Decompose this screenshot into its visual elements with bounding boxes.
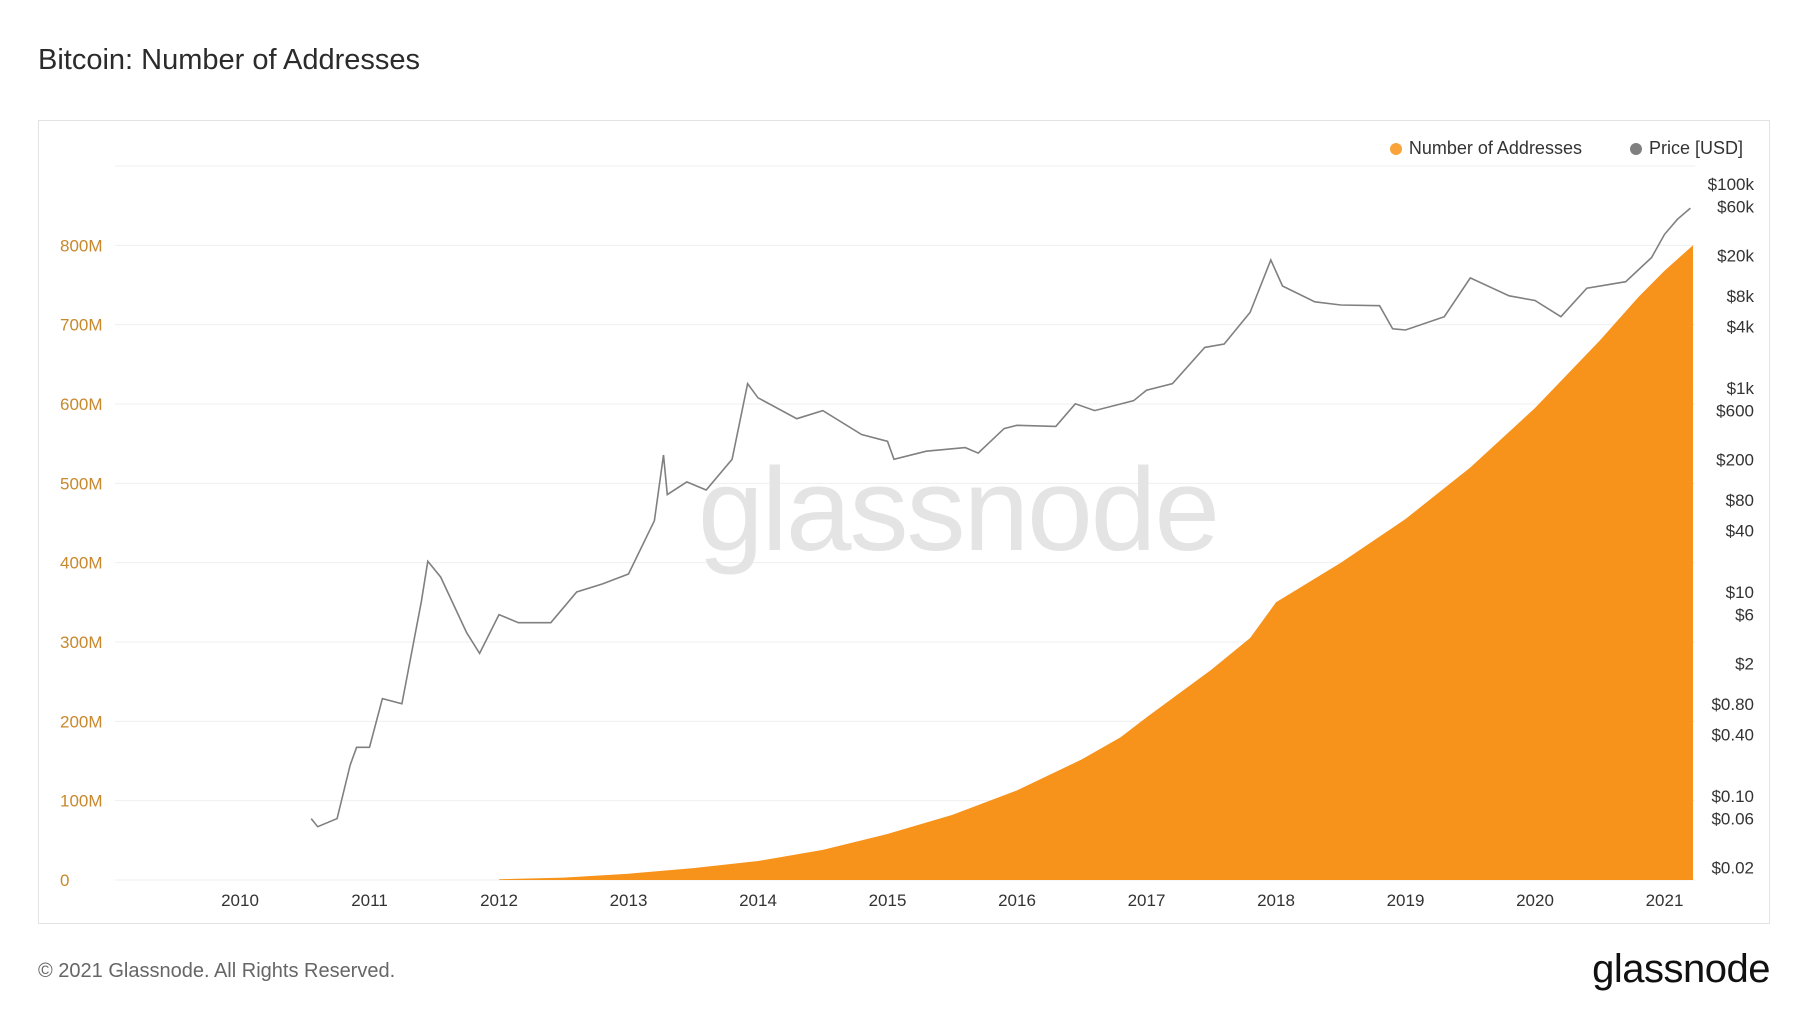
right-tick-label: $0.10 bbox=[1711, 787, 1754, 806]
chart-frame bbox=[38, 120, 1770, 924]
legend-item-price[interactable]: Price [USD] bbox=[1629, 138, 1743, 159]
right-tick-label: $2 bbox=[1735, 654, 1754, 673]
x-tick-label: 2012 bbox=[480, 891, 518, 910]
price-dot-icon bbox=[1629, 142, 1642, 155]
right-tick-label: $6 bbox=[1735, 606, 1754, 625]
x-tick-label: 2015 bbox=[869, 891, 907, 910]
legend-label-addresses: Number of Addresses bbox=[1408, 138, 1582, 158]
right-tick-label: $0.02 bbox=[1711, 858, 1754, 877]
right-tick-label: $80 bbox=[1726, 491, 1754, 510]
left-tick-label: 800M bbox=[60, 236, 103, 255]
addresses-dot-icon bbox=[1389, 142, 1402, 155]
left-tick-label: 100M bbox=[60, 792, 103, 811]
right-tick-label: $200 bbox=[1716, 450, 1754, 469]
x-tick-label: 2013 bbox=[610, 891, 648, 910]
right-tick-label: $600 bbox=[1716, 402, 1754, 421]
chart-title: Bitcoin: Number of Addresses bbox=[38, 44, 421, 76]
x-tick-label: 2016 bbox=[998, 891, 1036, 910]
watermark: glassnode bbox=[698, 444, 1218, 576]
right-axis-ticks: $100k $60k $20k $8k $4k $1k $600 $200 $80 $40 $10 $… bbox=[1708, 175, 1755, 877]
left-tick-label: 200M bbox=[60, 712, 103, 731]
right-tick-label: $4k bbox=[1727, 318, 1755, 337]
x-tick-label: 2010 bbox=[221, 891, 259, 910]
right-tick-label: $60k bbox=[1717, 198, 1754, 217]
right-tick-label: $8k bbox=[1727, 287, 1755, 306]
copyright-text: © 2021 Glassnode. All Rights Reserved. bbox=[38, 960, 396, 982]
x-tick-label: 2021 bbox=[1646, 891, 1684, 910]
addresses-area-series bbox=[499, 245, 1693, 881]
left-tick-label: 500M bbox=[60, 474, 103, 493]
glassnode-logo[interactable]: glassnode bbox=[1592, 947, 1770, 991]
left-tick-label: 700M bbox=[60, 316, 103, 335]
left-tick-label: 0 bbox=[60, 871, 69, 890]
x-axis-ticks: 2010 2011 2012 2013 2014 2015 2016 2017 2018 2019… bbox=[221, 891, 1683, 910]
right-tick-label: $40 bbox=[1726, 522, 1754, 541]
x-tick-label: 2011 bbox=[351, 891, 388, 910]
x-tick-label: 2017 bbox=[1128, 891, 1166, 910]
right-tick-label: $100k bbox=[1708, 175, 1755, 194]
right-tick-label: $20k bbox=[1717, 246, 1754, 265]
right-tick-label: $0.80 bbox=[1711, 695, 1754, 714]
right-tick-label: $0.40 bbox=[1711, 726, 1754, 745]
legend-item-addresses[interactable]: Number of Addresses bbox=[1389, 138, 1582, 159]
left-axis-ticks: 0 100M 200M 300M 400M 500M 600M 700M 800M bbox=[60, 236, 103, 890]
left-tick-label: 600M bbox=[60, 395, 103, 414]
x-tick-label: 2018 bbox=[1257, 891, 1295, 910]
chart-legend: Number of Addresses Price [USD] bbox=[1389, 138, 1743, 159]
x-tick-label: 2014 bbox=[739, 891, 777, 910]
x-tick-label: 2020 bbox=[1516, 891, 1554, 910]
right-tick-label: $0.06 bbox=[1711, 810, 1754, 829]
right-tick-label: $1k bbox=[1727, 379, 1755, 398]
left-tick-label: 400M bbox=[60, 554, 103, 573]
right-tick-label: $10 bbox=[1726, 583, 1754, 602]
legend-label-price: Price [USD] bbox=[1648, 138, 1743, 158]
x-tick-label: 2019 bbox=[1387, 891, 1425, 910]
price-line-series bbox=[310, 207, 1691, 828]
left-tick-label: 300M bbox=[60, 633, 103, 652]
